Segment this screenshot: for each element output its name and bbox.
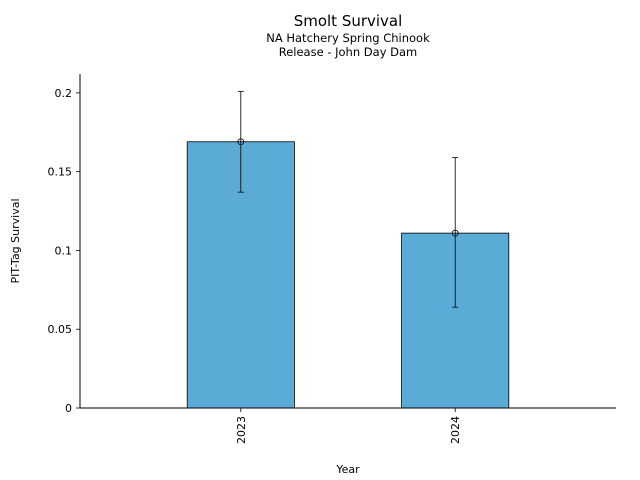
chart-subtitle-line-2: Release - John Day Dam (278, 45, 418, 59)
y-tick-label: 0.1 (55, 244, 73, 257)
x-tick-label-2023: 2023 (235, 416, 248, 444)
bar-2024 (401, 232, 510, 409)
y-axis-label: PIT-Tag Survival (9, 198, 22, 283)
axes-layer (79, 74, 616, 409)
x-tick-label-2024: 2024 (449, 416, 462, 444)
chart-subtitle-line-1: NA Hatchery Spring Chinook (266, 31, 430, 45)
bars-layer (186, 141, 510, 409)
x-ticks-layer: 2023 2024 (235, 408, 462, 444)
y-ticks-layer: 0 0.05 0.1 0.15 0.2 (48, 87, 80, 415)
chart-title: Smolt Survival (293, 12, 403, 30)
y-tick-label: 0.2 (55, 87, 73, 100)
y-tick-label: 0.15 (48, 166, 73, 179)
error-bars-layer (237, 90, 459, 308)
x-axis-label: Year (335, 463, 360, 476)
y-tick-label: 0 (65, 402, 72, 415)
point-marker-2024 (451, 229, 459, 237)
point-marker-2023 (237, 138, 245, 146)
y-tick-label: 0.05 (48, 323, 73, 336)
